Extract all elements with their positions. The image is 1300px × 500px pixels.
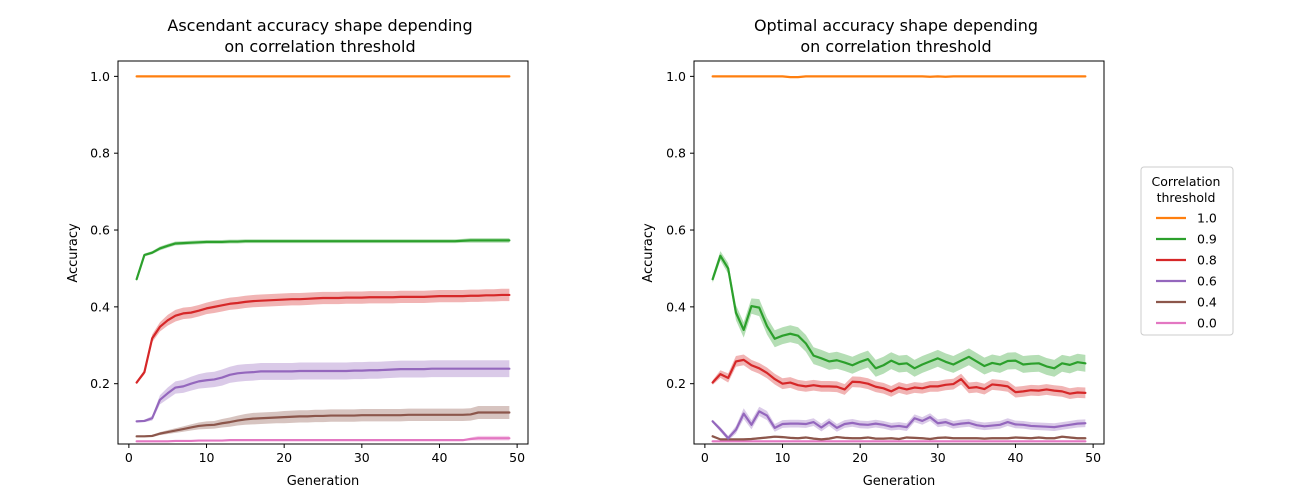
x-tick-label: 40 xyxy=(1008,450,1024,465)
axes-frame xyxy=(693,60,1105,445)
series-line-0.4 xyxy=(711,435,1087,441)
y-tick-label: 1.0 xyxy=(666,69,686,84)
legend-entry: 0.0 xyxy=(1156,316,1217,331)
series-line-0.6 xyxy=(135,367,511,423)
legend-entry: 1.0 xyxy=(1156,211,1217,226)
series-line-0.8 xyxy=(711,358,1087,395)
series-line-0.6 xyxy=(711,410,1087,440)
x-tick-label: 40 xyxy=(432,450,448,465)
panel-ascendant: Ascendant accuracy shape depending on co… xyxy=(66,16,529,489)
legend-label: 0.6 xyxy=(1197,274,1217,289)
series-line-0.0 xyxy=(135,437,511,443)
series-band-0.6 xyxy=(712,406,1086,441)
x-axis-label: Generation xyxy=(287,474,360,489)
x-tick-label: 20 xyxy=(276,450,292,465)
legend-title-line1: Correlation xyxy=(1152,174,1221,189)
x-tick-label: 50 xyxy=(509,450,525,465)
x-tick-label: 0 xyxy=(701,450,709,465)
legend-label: 0.4 xyxy=(1197,295,1217,310)
y-tick-label: 0.6 xyxy=(90,223,110,238)
x-tick-label: 10 xyxy=(775,450,791,465)
chart-title-line1: Optimal accuracy shape depending xyxy=(754,16,1038,35)
series-band-0.8 xyxy=(712,354,1086,400)
legend: Correlation threshold 1.0 0.9 0.8 0.6 0.4 0.0 xyxy=(1140,166,1234,336)
x-tick-label: 30 xyxy=(930,450,946,465)
y-tick-label: 0.4 xyxy=(666,299,686,314)
series-line-1.0 xyxy=(711,75,1087,79)
y-tick-label: 0.8 xyxy=(90,146,110,161)
legend-entry: 0.6 xyxy=(1156,274,1217,289)
y-tick-label: 0.2 xyxy=(666,376,686,391)
x-tick-label: 0 xyxy=(125,450,133,465)
series-line-0.9 xyxy=(135,239,511,281)
plot-area: 0 10 20 30 40 50 0.2 0.4 0.6 0.8 1.0 xyxy=(90,60,529,465)
chart-title-line2: on correlation threshold xyxy=(800,37,991,56)
legend-title-line2: threshold xyxy=(1157,190,1216,205)
chart-title-line1: Ascendant accuracy shape depending xyxy=(167,16,472,35)
legend-frame xyxy=(1140,166,1234,336)
x-tick-label: 50 xyxy=(1085,450,1101,465)
axes-frame xyxy=(117,60,529,445)
x-tick-label: 30 xyxy=(354,450,370,465)
series-band-0.8 xyxy=(136,288,510,385)
plot-area: 0 10 20 30 40 50 0.2 0.4 0.6 0.8 1.0 xyxy=(666,60,1105,465)
y-tick-label: 0.8 xyxy=(666,146,686,161)
y-axis-label: Accuracy xyxy=(66,223,81,283)
legend-entry: 0.4 xyxy=(1156,295,1217,310)
legend-label: 0.9 xyxy=(1197,232,1217,247)
legend-label: 0.0 xyxy=(1197,316,1217,331)
chart-title-line2: on correlation threshold xyxy=(224,37,415,56)
x-axis-label: Generation xyxy=(863,474,936,489)
series-line-0.4 xyxy=(135,411,511,438)
y-tick-label: 0.4 xyxy=(90,299,110,314)
legend-entry: 0.9 xyxy=(1156,232,1217,247)
y-tick-label: 1.0 xyxy=(90,69,110,84)
panel-optimal: Optimal accuracy shape depending on corr… xyxy=(641,16,1105,489)
legend-label: 1.0 xyxy=(1197,211,1217,226)
series-band-0.9 xyxy=(136,238,510,281)
y-tick-label: 0.6 xyxy=(666,223,686,238)
y-tick-label: 0.2 xyxy=(90,376,110,391)
series-line-0.9 xyxy=(711,254,1087,370)
series-line-0.8 xyxy=(135,293,511,384)
y-axis-label: Accuracy xyxy=(641,223,656,283)
legend-label: 0.8 xyxy=(1197,253,1217,268)
x-tick-label: 20 xyxy=(852,450,868,465)
x-tick-label: 10 xyxy=(199,450,215,465)
legend-entry: 0.8 xyxy=(1156,253,1217,268)
